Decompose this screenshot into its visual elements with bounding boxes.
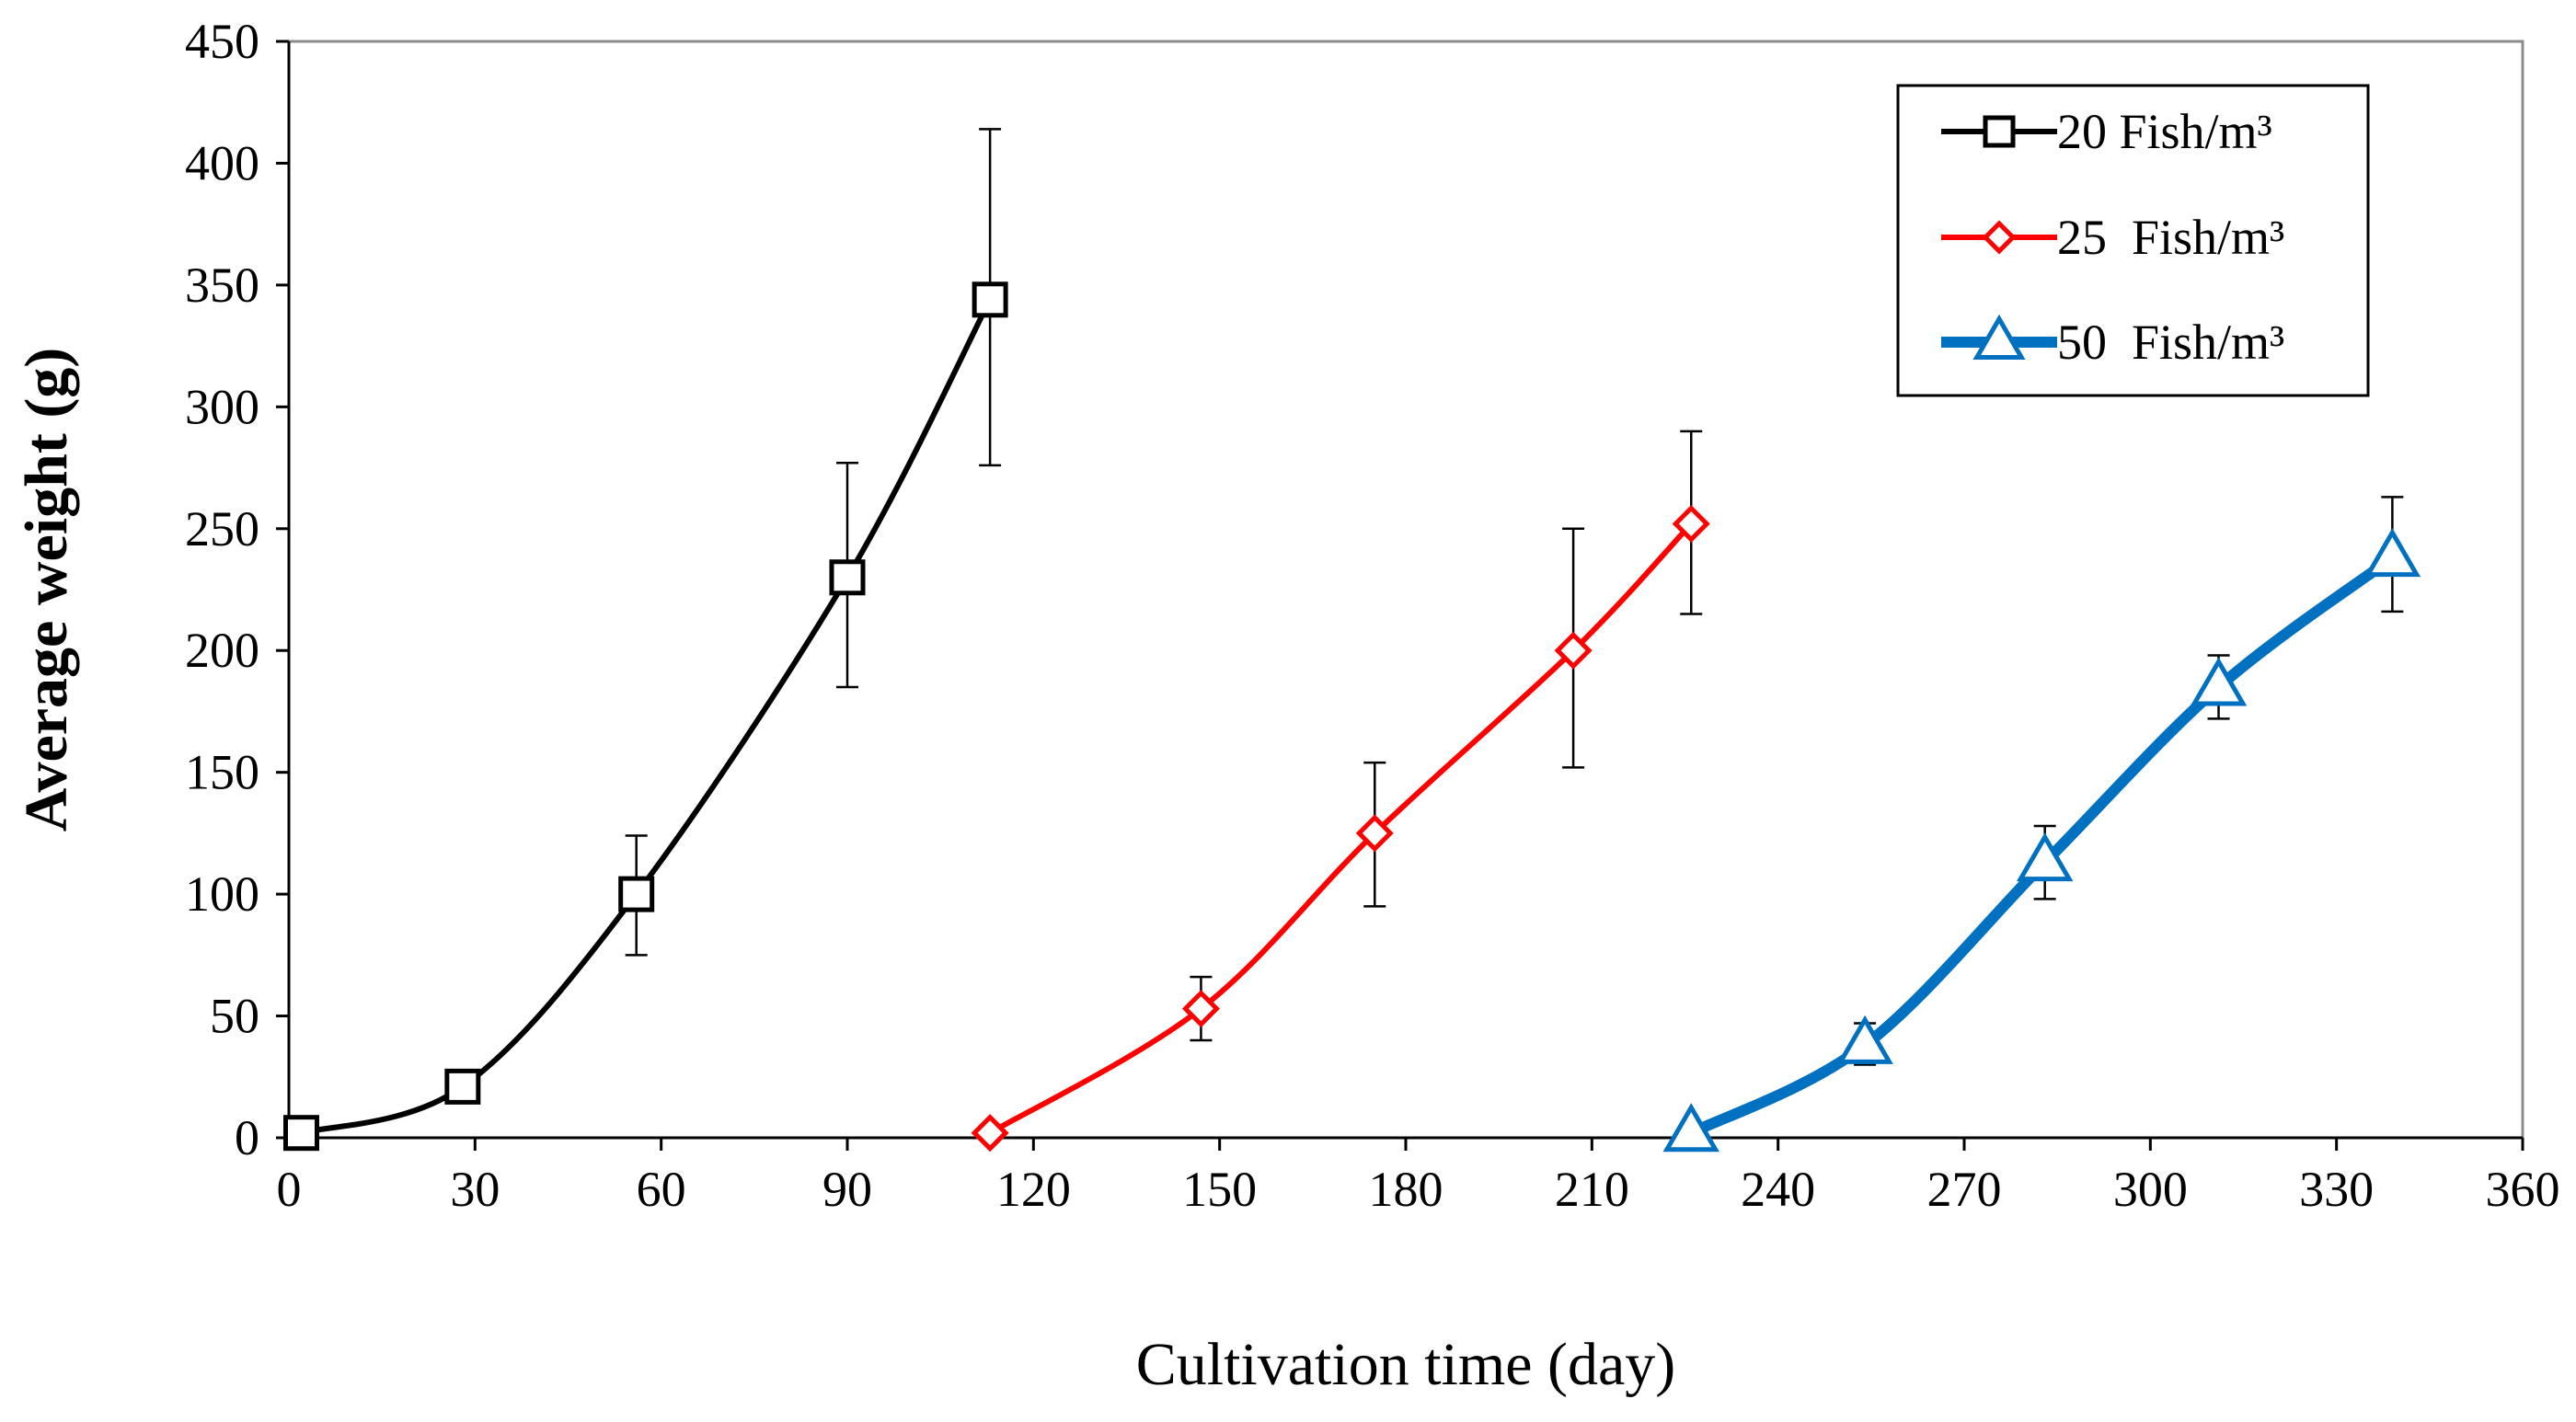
y-tick-label: 50 [210, 989, 259, 1044]
legend-marker [1982, 220, 2017, 255]
data-point [971, 1114, 1009, 1153]
x-tick-label: 90 [822, 1162, 872, 1217]
data-point [2016, 832, 2074, 882]
tick-labels: 0 30 60 90 120 150 180 210 240 270 300 330 360 0 50 100… [185, 14, 2560, 1217]
legend-label: 25 Fish/m³ [2057, 210, 2284, 265]
x-tick-label: 240 [1741, 1162, 1815, 1217]
data-point [1672, 504, 1710, 544]
data-point [1662, 1103, 1719, 1153]
data-point [2190, 657, 2248, 706]
x-tick-label: 60 [637, 1162, 686, 1217]
y-tick-label: 400 [185, 135, 259, 190]
x-tick-label: 270 [1927, 1162, 2002, 1217]
data-point [618, 876, 655, 912]
data-point [1554, 631, 1593, 670]
x-tick-label: 330 [2299, 1162, 2374, 1217]
data-point [829, 559, 866, 596]
legend-label: 20 Fish/m³ [2057, 104, 2272, 159]
x-tick-label: 150 [1182, 1162, 1257, 1217]
x-tick-label: 210 [1555, 1162, 1629, 1217]
y-tick-label: 450 [185, 14, 259, 69]
legend-entries: 20 Fish/m³ 25 Fish/m³ 50 Fish/m³ [1941, 104, 2284, 370]
legend-marker [1983, 115, 2016, 148]
x-tick-label: 360 [2486, 1162, 2560, 1217]
y-tick-label: 100 [185, 866, 259, 922]
x-tick-label: 0 [277, 1162, 302, 1217]
x-axis-title: Cultivation time (day) [1136, 1331, 1676, 1398]
y-tick-label: 300 [185, 379, 259, 434]
data-point [282, 1115, 319, 1152]
y-axis-title: Average weight (g) [13, 348, 80, 832]
legend-label: 50 Fish/m³ [2057, 315, 2284, 370]
y-tick-label: 250 [185, 501, 259, 556]
x-tick-label: 30 [450, 1162, 500, 1217]
legend-marker [1972, 314, 2026, 360]
series-line [298, 296, 994, 1136]
legend: 20 Fish/m³ 25 Fish/m³ 50 Fish/m³ [1896, 84, 2370, 397]
data-point [1181, 990, 1220, 1028]
y-tick-label: 350 [185, 258, 259, 313]
data-point [972, 281, 1008, 318]
data-point [1836, 1015, 1893, 1064]
data-point [444, 1068, 481, 1105]
x-tick-label: 300 [2113, 1162, 2188, 1217]
y-tick-label: 200 [185, 623, 259, 678]
series-markers [282, 281, 2421, 1153]
x-tick-label: 180 [1369, 1162, 1443, 1217]
y-tick-label: 150 [185, 745, 259, 800]
data-point [2363, 527, 2421, 578]
data-point [1355, 814, 1394, 853]
y-tick-label: 0 [235, 1110, 259, 1165]
x-tick-label: 120 [996, 1162, 1071, 1217]
axes [276, 40, 2524, 1151]
